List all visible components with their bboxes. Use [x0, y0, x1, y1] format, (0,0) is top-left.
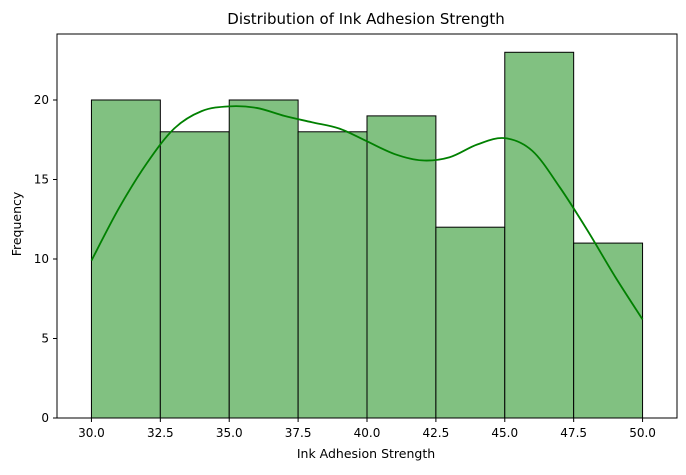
y-axis-ticks: 0 5 10 15 20: [34, 93, 57, 425]
histogram-bar: [504, 51, 575, 419]
y-axis-label: Frequency: [9, 191, 24, 256]
x-tick-label: 35.0: [216, 426, 243, 440]
x-axis-ticks: 30.0 32.5 35.0 37.5 40.0 42.5 45.0 47.5 50.0: [78, 418, 656, 440]
y-tick-label: 5: [41, 331, 49, 345]
histogram-bar: [573, 242, 644, 419]
x-tick-label: 47.5: [560, 426, 587, 440]
y-tick-label: 0: [41, 411, 49, 425]
y-tick-label: 15: [34, 172, 49, 186]
x-tick-label: 45.0: [491, 426, 518, 440]
kde-curve: [90, 105, 644, 320]
kde-layer: [90, 105, 644, 320]
x-tick-label: 42.5: [423, 426, 450, 440]
chart-title: Distribution of Ink Adhesion Strength: [227, 10, 504, 28]
histogram-bar: [366, 115, 437, 419]
histogram-bar: [297, 131, 368, 419]
histogram-bar: [159, 131, 230, 419]
x-axis-label: Ink Adhesion Strength: [297, 446, 435, 461]
x-tick-label: 32.5: [147, 426, 174, 440]
histogram-bar: [90, 99, 161, 419]
y-tick-label: 10: [34, 252, 49, 266]
bars-layer: [90, 51, 644, 419]
x-tick-label: 37.5: [285, 426, 312, 440]
y-tick-label: 20: [34, 93, 49, 107]
histogram-bar: [228, 99, 299, 419]
x-tick-label: 40.0: [354, 426, 381, 440]
x-tick-label: 50.0: [629, 426, 656, 440]
histogram-bar: [435, 226, 506, 419]
x-tick-label: 30.0: [78, 426, 105, 440]
